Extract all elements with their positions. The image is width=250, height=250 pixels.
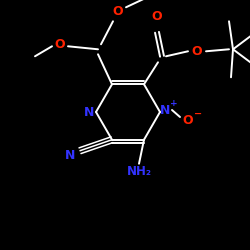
Text: O: O bbox=[113, 5, 123, 18]
Text: O: O bbox=[55, 38, 65, 51]
Text: +: + bbox=[170, 100, 178, 108]
Text: NH₂: NH₂ bbox=[126, 165, 152, 178]
Text: O: O bbox=[192, 45, 202, 58]
Text: N: N bbox=[65, 149, 75, 162]
Text: N: N bbox=[84, 106, 94, 118]
Text: N: N bbox=[160, 104, 170, 117]
Text: −: − bbox=[194, 109, 202, 119]
Text: O: O bbox=[183, 114, 193, 126]
Text: O: O bbox=[152, 10, 162, 23]
